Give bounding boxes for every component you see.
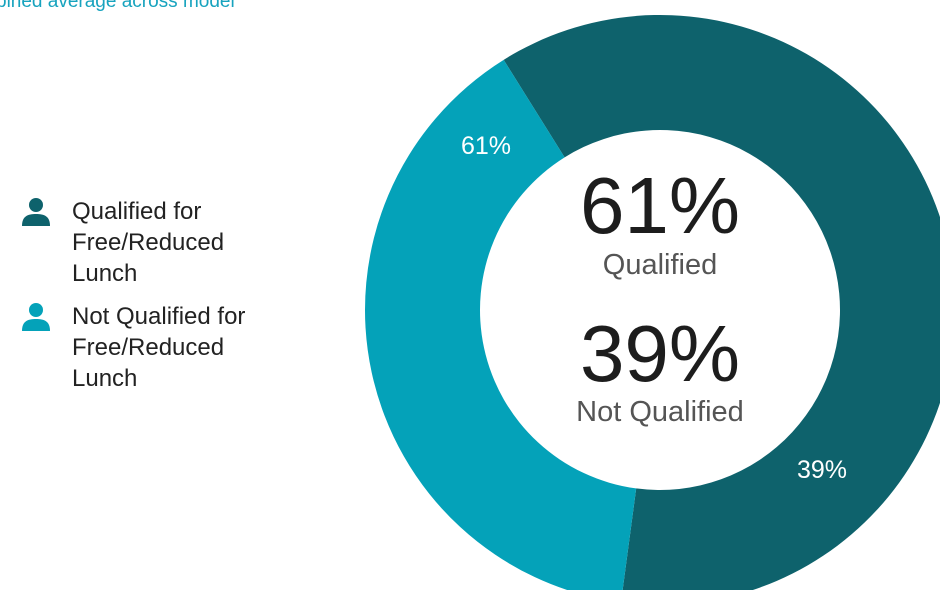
donut-slice-qualified xyxy=(503,15,940,590)
legend-item-not-qualified: Not Qualified for Free/Reduced Lunch xyxy=(20,301,320,394)
legend-label-qualified: Qualified for Free/Reduced Lunch xyxy=(72,198,225,287)
donut-slice-not-qualified xyxy=(365,59,637,590)
person-icon-head xyxy=(29,198,43,212)
person-icon xyxy=(22,303,50,331)
center-value-qualified: 61% xyxy=(580,161,740,250)
slice-label-qualified: 61% xyxy=(461,132,511,160)
donut-slices xyxy=(365,15,940,590)
legend-item-qualified: Qualified for Free/Reduced Lunch xyxy=(20,196,320,289)
center-label-not-qualified: Not Qualified xyxy=(576,396,744,428)
person-icon xyxy=(22,198,50,226)
slice-label-not-qualified: 39% xyxy=(797,456,847,484)
legend-label-not-qualified: Not Qualified for Free/Reduced Lunch xyxy=(72,303,246,392)
person-icon-body xyxy=(22,319,50,331)
legend: Qualified for Free/Reduced Lunch Not Qua… xyxy=(20,196,320,406)
center-label-qualified: Qualified xyxy=(603,249,717,281)
person-icon-head xyxy=(29,303,43,317)
center-value-not-qualified: 39% xyxy=(580,309,740,398)
person-icon-body xyxy=(22,214,50,226)
chart-subtitle: bined average across model xyxy=(0,0,235,12)
